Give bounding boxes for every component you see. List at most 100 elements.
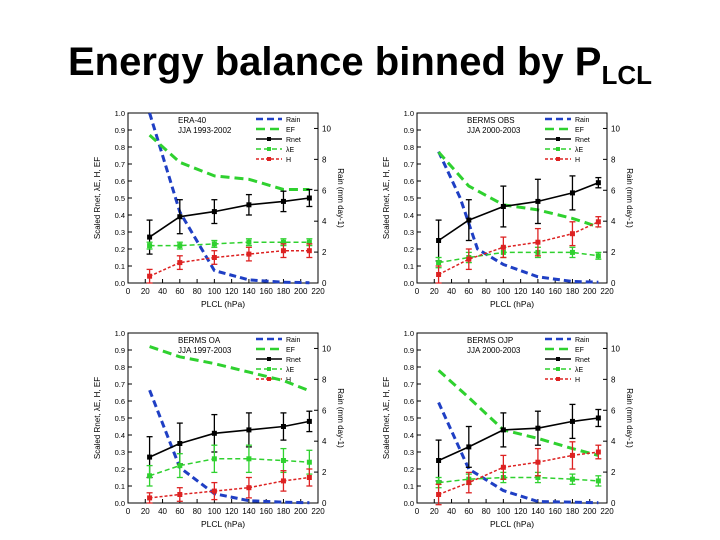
slide-title-main: Energy balance binned by P xyxy=(67,40,602,84)
y-axis-label: Scaled Rnet, λE, H, EF xyxy=(382,157,391,239)
legend-label: H xyxy=(575,377,580,384)
data-point-rnet xyxy=(595,180,601,186)
legend-label: λE xyxy=(286,147,295,154)
series-line-ef xyxy=(437,151,599,229)
series-line-le xyxy=(149,241,310,247)
y-tick-label: 0.9 xyxy=(115,346,125,355)
data-point-h xyxy=(246,251,252,257)
x-tick-label: 180 xyxy=(277,507,291,516)
y-tick-label: 0.4 xyxy=(115,431,125,440)
series-line-le xyxy=(149,458,310,477)
legend-marker xyxy=(267,147,271,151)
data-point-rnet xyxy=(246,202,252,208)
y-right-axis-label: Rain (mm day-1) xyxy=(625,168,634,228)
y-tick-label: 0.8 xyxy=(404,363,414,372)
data-point-rnet xyxy=(569,190,575,196)
legend-label: λE xyxy=(575,147,584,154)
y-axis-label: Scaled Rnet, λE, H, EF xyxy=(382,377,391,459)
data-point-le xyxy=(280,239,286,245)
y-right-tick-label: 4 xyxy=(611,217,616,226)
legend-label: Rnet xyxy=(575,137,590,144)
y-tick-label: 0.4 xyxy=(404,431,414,440)
y-right-tick-label: 2 xyxy=(322,248,327,257)
data-point-le xyxy=(147,243,153,249)
panel-title: BERMS OJP xyxy=(467,336,513,345)
y-right-tick-label: 10 xyxy=(322,344,331,353)
chart-panel-berms-ojp: 0 20 40 60 80 100 120 140 160 180 200 220 0.0 0.1 0.2 0… xyxy=(377,325,647,535)
data-point-le xyxy=(569,249,575,255)
legend-marker xyxy=(267,367,271,371)
data-point-le xyxy=(177,463,183,469)
y-tick-label: 0.9 xyxy=(404,126,414,135)
y-tick-label: 0.6 xyxy=(404,397,414,406)
data-point-rnet xyxy=(535,198,541,204)
data-point-rnet xyxy=(280,198,286,204)
x-tick-label: 20 xyxy=(141,287,150,296)
x-tick-label: 80 xyxy=(193,507,202,516)
data-point-h xyxy=(595,219,601,225)
x-axis-label: PLCL (hPa) xyxy=(490,299,534,309)
data-point-h xyxy=(306,475,312,480)
y-tick-label: 0.1 xyxy=(404,482,414,491)
y-right-tick-label: 2 xyxy=(611,468,616,477)
data-point-rnet xyxy=(177,441,183,446)
y-tick-label: 0.5 xyxy=(115,194,125,203)
x-tick-label: 0 xyxy=(126,287,131,296)
data-point-rnet xyxy=(211,430,217,436)
y-tick-label: 0.6 xyxy=(404,177,414,186)
x-tick-label: 140 xyxy=(242,507,256,516)
data-point-h xyxy=(246,485,252,491)
x-tick-label: 100 xyxy=(497,287,511,296)
data-point-rnet xyxy=(466,444,472,450)
x-tick-label: 100 xyxy=(497,507,511,516)
y-right-tick-label: 10 xyxy=(611,344,620,353)
x-tick-label: 40 xyxy=(447,287,456,296)
x-tick-label: 40 xyxy=(158,287,167,296)
legend-label: λE xyxy=(286,367,295,374)
legend-label: EF xyxy=(575,127,584,134)
x-tick-label: 200 xyxy=(583,287,597,296)
y-tick-label: 0.1 xyxy=(115,262,125,271)
y-tick-label: 0.3 xyxy=(115,448,125,457)
panel-subtitle: JJA 2000-2003 xyxy=(467,126,521,135)
legend-label: Rain xyxy=(286,117,301,124)
x-tick-label: 200 xyxy=(294,507,308,516)
y-tick-label: 0.7 xyxy=(115,160,125,169)
x-tick-label: 0 xyxy=(415,507,420,516)
data-point-h xyxy=(569,452,575,458)
x-tick-label: 220 xyxy=(600,287,614,296)
chart-svg-berms-oa: 0 20 40 60 80 100 120 140 160 180 200 2200.00.10.20… xyxy=(93,329,345,529)
data-point-le xyxy=(595,478,601,484)
legend-label: Rnet xyxy=(575,357,590,364)
panel-title: BERMS OBS xyxy=(467,116,515,125)
y-right-tick-label: 2 xyxy=(611,248,616,257)
data-point-h xyxy=(500,244,506,250)
legend-label: Rnet xyxy=(286,357,301,364)
data-point-h xyxy=(306,248,312,254)
y-tick-label: 0.8 xyxy=(115,143,125,152)
series-line-rnet xyxy=(438,417,599,462)
data-point-h xyxy=(535,239,541,245)
legend-marker xyxy=(556,377,560,381)
data-point-le xyxy=(211,241,217,247)
x-tick-label: 140 xyxy=(531,507,545,516)
x-tick-label: 120 xyxy=(514,507,528,516)
panel-subtitle: JJA 1993-2002 xyxy=(178,126,232,135)
y-tick-label: 0.5 xyxy=(404,194,414,203)
series-line-rnet xyxy=(149,197,310,238)
x-tick-label: 160 xyxy=(549,287,563,296)
chart-svg-berms-obs: 0 20 40 60 80 100 120 140 160 180 200 2200.00.10.20… xyxy=(382,109,634,309)
x-tick-label: 80 xyxy=(482,287,491,296)
y-right-tick-label: 8 xyxy=(611,375,616,384)
y-tick-label: 0.2 xyxy=(404,465,414,474)
y-right-axis-label: Rain (mm day-1) xyxy=(625,388,634,448)
y-tick-label: 0.2 xyxy=(115,465,125,474)
legend-label: EF xyxy=(286,347,295,354)
y-right-axis-label: Rain (mm day-1) xyxy=(336,168,345,228)
data-point-h xyxy=(177,492,183,497)
y-tick-label: 0.7 xyxy=(404,160,414,169)
y-tick-label: 1.0 xyxy=(115,329,125,338)
y-right-tick-label: 6 xyxy=(611,186,616,195)
y-right-tick-label: 4 xyxy=(322,437,327,446)
series-line-rain xyxy=(437,150,599,284)
